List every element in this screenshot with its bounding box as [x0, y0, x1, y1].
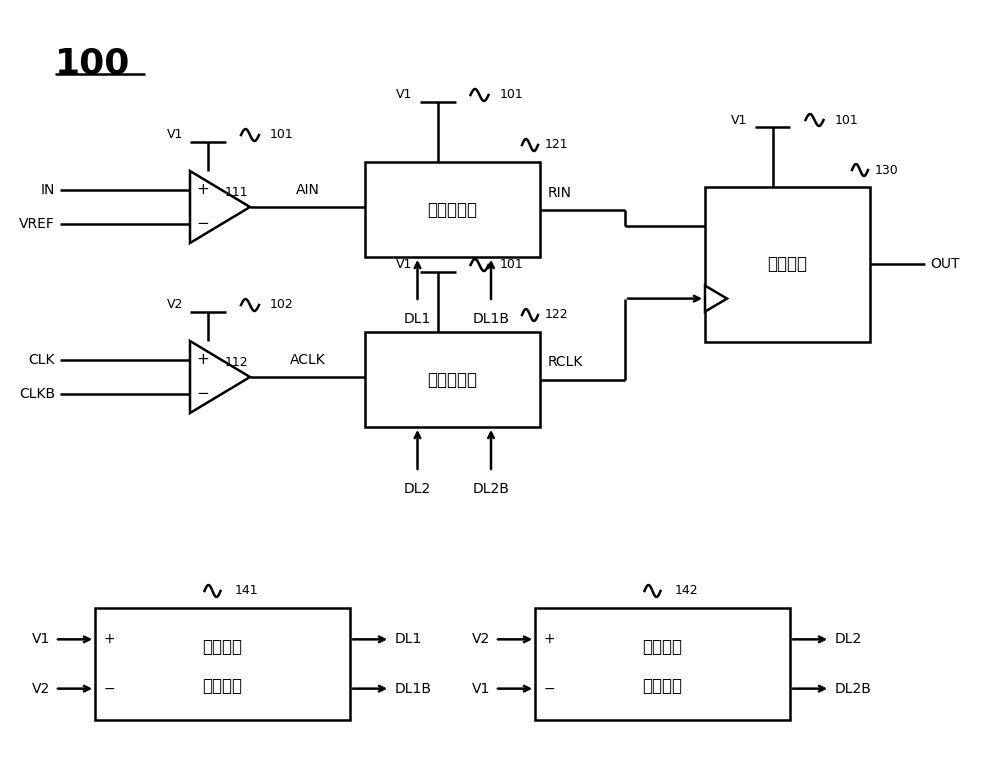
Text: DL2B: DL2B — [473, 482, 509, 496]
Polygon shape — [705, 286, 727, 312]
Text: V1: V1 — [396, 258, 413, 271]
Text: 第二延迟线: 第二延迟线 — [428, 370, 478, 389]
Text: 111: 111 — [225, 186, 249, 199]
Text: 122: 122 — [545, 309, 569, 322]
Bar — [535, 608, 790, 720]
Text: ACLK: ACLK — [290, 353, 325, 367]
Text: 141: 141 — [234, 584, 258, 597]
Text: 检测电路: 检测电路 — [202, 677, 242, 696]
Text: 142: 142 — [674, 584, 698, 597]
Text: 100: 100 — [55, 47, 130, 81]
Text: IN: IN — [41, 183, 55, 197]
Text: DL2B: DL2B — [835, 682, 872, 696]
Text: +: + — [543, 632, 555, 646]
Text: 第二电压: 第二电压 — [642, 639, 682, 656]
Text: RIN: RIN — [548, 185, 572, 200]
Bar — [95, 608, 350, 720]
Text: 101: 101 — [834, 114, 858, 126]
Text: OUT: OUT — [930, 258, 959, 271]
Text: −: − — [543, 682, 555, 696]
Text: DL2: DL2 — [835, 632, 862, 646]
Bar — [365, 332, 540, 427]
Text: 锁存电路: 锁存电路 — [768, 255, 808, 274]
Polygon shape — [190, 171, 250, 243]
Text: 130: 130 — [875, 164, 899, 177]
Bar — [705, 187, 870, 342]
Text: V1: V1 — [167, 129, 183, 142]
Text: 112: 112 — [225, 356, 249, 369]
Text: 101: 101 — [500, 258, 523, 271]
Text: DL2: DL2 — [404, 482, 431, 496]
Text: −: − — [197, 386, 209, 402]
Text: DL1: DL1 — [395, 632, 422, 646]
Bar — [365, 162, 540, 257]
Text: CLK: CLK — [29, 353, 55, 367]
Text: DL1: DL1 — [404, 312, 431, 326]
Text: V1: V1 — [731, 114, 748, 126]
Text: CLKB: CLKB — [19, 387, 55, 401]
Text: AIN: AIN — [296, 183, 319, 197]
Text: V2: V2 — [32, 682, 50, 696]
Text: V1: V1 — [472, 682, 490, 696]
Text: VREF: VREF — [19, 217, 55, 231]
Text: 121: 121 — [545, 139, 569, 152]
Text: 检测电路: 检测电路 — [642, 677, 682, 696]
Polygon shape — [190, 341, 250, 413]
Text: 第一延迟线: 第一延迟线 — [428, 200, 478, 219]
Text: V1: V1 — [32, 632, 50, 646]
Text: V2: V2 — [167, 299, 183, 312]
Text: 102: 102 — [270, 299, 294, 312]
Text: +: + — [197, 353, 209, 367]
Text: V2: V2 — [472, 632, 490, 646]
Text: 101: 101 — [500, 88, 523, 101]
Text: DL1B: DL1B — [395, 682, 432, 696]
Text: 第一电压: 第一电压 — [202, 639, 242, 656]
Text: RCLK: RCLK — [548, 356, 583, 370]
Text: +: + — [197, 183, 209, 197]
Text: −: − — [103, 682, 115, 696]
Text: 101: 101 — [270, 129, 294, 142]
Text: −: − — [197, 216, 209, 232]
Text: DL1B: DL1B — [473, 312, 510, 326]
Text: V1: V1 — [396, 88, 413, 101]
Text: +: + — [103, 632, 115, 646]
